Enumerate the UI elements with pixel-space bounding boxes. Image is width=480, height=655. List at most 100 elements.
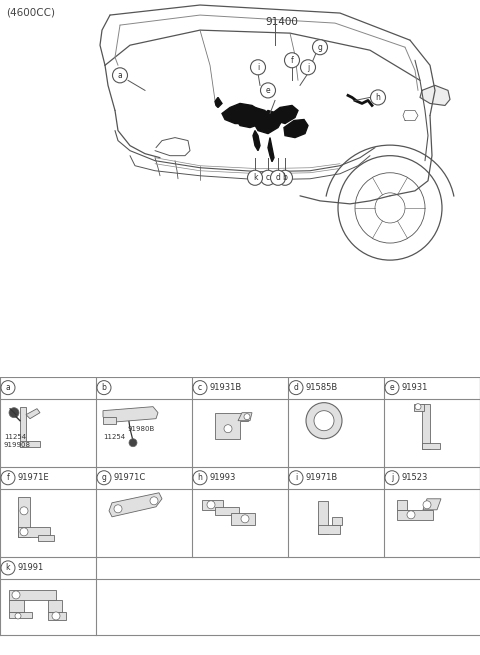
Circle shape — [306, 403, 342, 439]
Circle shape — [271, 170, 286, 185]
Text: d: d — [276, 174, 280, 182]
Circle shape — [285, 52, 300, 68]
Circle shape — [385, 471, 399, 485]
Circle shape — [277, 170, 292, 185]
Polygon shape — [215, 413, 248, 439]
Text: h: h — [198, 474, 203, 482]
Circle shape — [224, 424, 232, 433]
Text: k: k — [6, 563, 10, 572]
Text: 91971B: 91971B — [306, 474, 338, 482]
Text: (4600CC): (4600CC) — [6, 7, 55, 17]
Text: a: a — [6, 383, 11, 392]
Polygon shape — [422, 403, 430, 449]
Text: e: e — [390, 383, 394, 392]
Text: h: h — [375, 93, 381, 102]
Polygon shape — [397, 500, 407, 510]
Polygon shape — [272, 105, 298, 124]
Circle shape — [193, 381, 207, 395]
Polygon shape — [20, 407, 26, 447]
Polygon shape — [215, 507, 239, 515]
Polygon shape — [420, 85, 450, 105]
Text: f: f — [7, 474, 10, 482]
Polygon shape — [48, 612, 66, 620]
Text: 91980B: 91980B — [128, 426, 155, 432]
Text: b: b — [102, 383, 107, 392]
Text: 91585B: 91585B — [306, 383, 338, 392]
Text: 91991: 91991 — [18, 563, 44, 572]
Polygon shape — [26, 409, 40, 419]
Circle shape — [20, 528, 28, 536]
Polygon shape — [422, 443, 440, 449]
Text: 91971E: 91971E — [18, 474, 49, 482]
Circle shape — [241, 515, 249, 523]
Polygon shape — [9, 590, 56, 600]
Circle shape — [261, 170, 276, 185]
Text: d: d — [294, 383, 299, 392]
Circle shape — [52, 612, 60, 620]
Circle shape — [289, 381, 303, 395]
Circle shape — [371, 90, 385, 105]
Circle shape — [114, 505, 122, 513]
Text: b: b — [283, 174, 288, 182]
Text: 11254: 11254 — [103, 434, 125, 440]
Polygon shape — [332, 517, 342, 525]
Polygon shape — [18, 527, 50, 537]
Circle shape — [300, 60, 315, 75]
Circle shape — [1, 381, 15, 395]
Text: j: j — [391, 474, 393, 482]
Text: 11254: 11254 — [4, 434, 26, 440]
Polygon shape — [38, 535, 54, 541]
Polygon shape — [235, 107, 268, 128]
Text: 91993: 91993 — [210, 474, 236, 482]
Circle shape — [150, 496, 158, 505]
Polygon shape — [254, 111, 282, 134]
Polygon shape — [215, 98, 222, 107]
Text: 919908: 919908 — [4, 441, 31, 448]
Polygon shape — [202, 500, 223, 510]
Circle shape — [97, 471, 111, 485]
Polygon shape — [103, 407, 158, 422]
Polygon shape — [109, 493, 162, 517]
Polygon shape — [9, 612, 32, 618]
Circle shape — [15, 613, 21, 619]
Circle shape — [415, 403, 421, 409]
Circle shape — [423, 501, 431, 509]
Polygon shape — [268, 138, 274, 162]
Text: k: k — [253, 174, 257, 182]
Circle shape — [112, 68, 128, 83]
Circle shape — [193, 471, 207, 485]
Polygon shape — [423, 499, 441, 510]
Text: 91971C: 91971C — [114, 474, 146, 482]
Text: 91931B: 91931B — [210, 383, 242, 392]
Circle shape — [251, 60, 265, 75]
Text: g: g — [102, 474, 107, 482]
Text: a: a — [118, 71, 122, 80]
Polygon shape — [397, 510, 433, 520]
Text: e: e — [266, 86, 270, 95]
Polygon shape — [20, 441, 40, 447]
Polygon shape — [9, 600, 24, 612]
Circle shape — [1, 561, 15, 575]
Circle shape — [385, 381, 399, 395]
Circle shape — [407, 511, 415, 519]
Circle shape — [244, 414, 250, 420]
Text: j: j — [307, 63, 309, 72]
Text: g: g — [318, 43, 323, 52]
Polygon shape — [222, 103, 260, 124]
Text: i: i — [295, 474, 297, 482]
Circle shape — [129, 439, 137, 447]
Polygon shape — [284, 119, 308, 138]
Text: c: c — [198, 383, 202, 392]
Polygon shape — [238, 413, 252, 421]
Text: c: c — [266, 174, 270, 182]
Circle shape — [12, 591, 20, 599]
Polygon shape — [318, 525, 340, 534]
Circle shape — [261, 83, 276, 98]
Polygon shape — [253, 130, 260, 151]
Circle shape — [314, 411, 334, 431]
Polygon shape — [103, 417, 116, 424]
Text: 91400: 91400 — [265, 17, 298, 27]
Text: 91523: 91523 — [402, 474, 428, 482]
Circle shape — [312, 40, 327, 55]
Text: f: f — [290, 56, 293, 65]
